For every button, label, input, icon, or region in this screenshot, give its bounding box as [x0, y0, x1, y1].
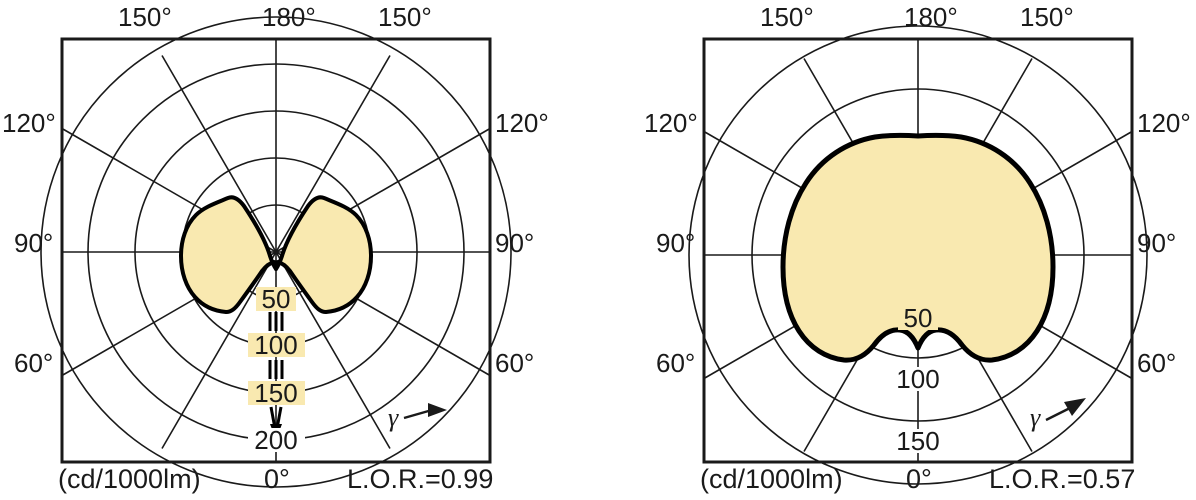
axis-label-150-top-right: 150°: [378, 2, 432, 32]
axis-label-90-left: 90°: [14, 228, 54, 258]
gamma-symbol-label: γ: [1030, 403, 1041, 432]
gamma-direction-indicator: γ: [388, 403, 447, 432]
gamma-direction-indicator: γ: [1030, 398, 1086, 432]
axis-label-60-left: 60°: [14, 348, 54, 378]
radial-halo-200: [248, 428, 305, 452]
radial-label-50: 50: [904, 303, 933, 333]
radial-label-150: 150: [254, 378, 297, 408]
grid-circle-outer1: [40, 16, 512, 488]
axis-label-60-left: 60°: [656, 348, 696, 378]
radial-label-100: 100: [254, 330, 297, 360]
radial-150-right: [275, 55, 391, 253]
lor-label: L.O.R.=0.57: [989, 464, 1136, 494]
gamma-arrow-head: [1064, 398, 1086, 416]
gamma-arrow-head: [428, 403, 447, 417]
polar-plot-svg-right: 50 100 150 γ: [688, 25, 1148, 485]
unit-label: (cd/1000lm): [58, 464, 201, 494]
radial-halo-50: [256, 287, 296, 311]
axis-label-180-top: 180°: [262, 2, 316, 32]
axis-label-60-right: 60°: [1137, 348, 1177, 378]
radial-30-right: [275, 251, 391, 449]
gamma-symbol-label: γ: [388, 403, 399, 432]
grid-circle-outer1: [688, 25, 1148, 485]
radial-halo-150: [248, 381, 305, 405]
axis-label-90-left: 90°: [656, 228, 696, 258]
axis-label-120-left: 120°: [644, 108, 698, 138]
intensity-curve-fill: [780, 132, 1056, 363]
axis-label-120-right: 120°: [495, 108, 549, 138]
polar-chart-left: 50 100 150 200 γ 150° 180° 150° 120° 120…: [2, 2, 549, 494]
radial-value-labels: 50 100 150 200: [248, 284, 305, 455]
radial-label-150: 150: [896, 426, 939, 456]
radial-30-left: [161, 251, 277, 449]
radial-label-50: 50: [262, 284, 291, 314]
radial-halo-100: [890, 367, 947, 391]
radial-halo-100: [248, 333, 305, 357]
unit-label: (cd/1000lm): [700, 464, 843, 494]
radial-label-200: 200: [254, 425, 297, 455]
radial-label-100: 100: [896, 364, 939, 394]
radial-halo-50: [898, 306, 938, 330]
axis-label-90-right: 90°: [495, 228, 535, 258]
axis-label-180-top: 180°: [904, 2, 958, 32]
axis-label-150-top-left: 150°: [118, 2, 172, 32]
axis-label-150-top-left: 150°: [760, 2, 814, 32]
axis-label-0-bottom: 0°: [264, 464, 290, 494]
axis-label-120-right: 120°: [1137, 108, 1191, 138]
polar-plot-svg-left: 50 100 150 200 γ: [40, 16, 512, 488]
axis-label-150-top-right: 150°: [1020, 2, 1074, 32]
radial-150-left: [161, 55, 277, 253]
axis-label-60-right: 60°: [495, 348, 535, 378]
polar-chart-right: 50 100 150 γ 150° 180° 150° 120° 120° 90…: [598, 0, 1196, 500]
lor-label: L.O.R.=0.99: [347, 464, 494, 494]
axis-label-120-left: 120°: [2, 108, 56, 138]
intensity-curve-fill: [179, 195, 373, 314]
radial-halo-150: [890, 429, 947, 453]
radial-value-labels: 50 100 150: [890, 303, 947, 456]
gamma-arrow-shaft: [1045, 406, 1071, 422]
gamma-arrow-shaft: [403, 408, 433, 420]
axis-label-0-bottom: 0°: [906, 464, 932, 494]
axis-label-90-right: 90°: [1137, 228, 1177, 258]
